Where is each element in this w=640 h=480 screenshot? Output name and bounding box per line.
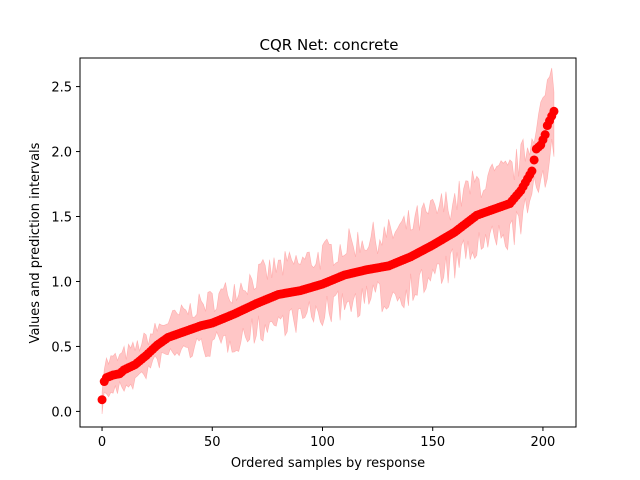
plot-area <box>98 68 559 414</box>
data-point <box>530 155 539 164</box>
data-point <box>541 130 550 139</box>
x-tick-label: 50 <box>204 435 221 450</box>
y-tick-label: 1.0 <box>51 275 72 290</box>
x-axis-ticks: 0 50 100 150 200 <box>98 427 555 450</box>
data-point <box>527 167 536 176</box>
data-point <box>98 395 107 404</box>
y-tick-label: 2.5 <box>51 81 72 96</box>
prediction-interval-band <box>102 68 554 414</box>
chart-title: CQR Net: concrete <box>260 36 399 54</box>
y-axis-label: Values and prediction intervals <box>28 142 43 343</box>
x-tick-label: 200 <box>531 435 556 450</box>
y-tick-label: 0.0 <box>51 405 72 420</box>
x-tick-label: 100 <box>310 435 335 450</box>
x-tick-label: 0 <box>98 435 106 450</box>
x-tick-label: 150 <box>420 435 445 450</box>
y-tick-label: 1.5 <box>51 211 72 226</box>
x-axis-label: Ordered samples by response <box>231 456 425 471</box>
y-axis-ticks: 0.0 0.5 1.0 1.5 2.0 2.5 <box>51 81 80 421</box>
y-tick-label: 2.0 <box>51 146 72 161</box>
data-point <box>549 107 558 116</box>
y-tick-label: 0.5 <box>51 340 72 355</box>
